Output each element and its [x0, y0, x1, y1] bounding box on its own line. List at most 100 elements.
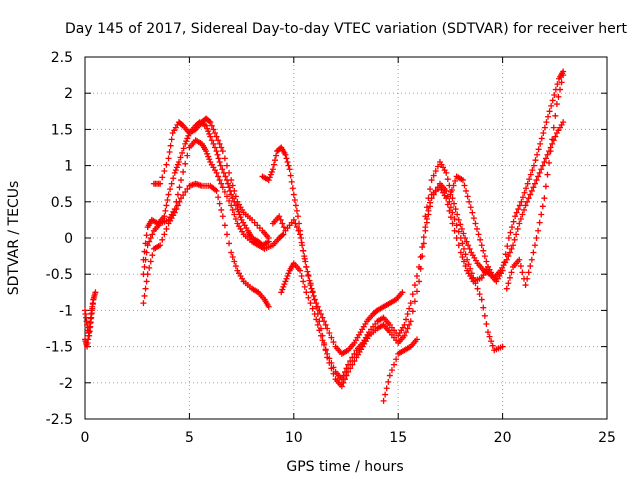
data-point [173, 164, 180, 171]
data-point [448, 187, 455, 194]
data-point [292, 220, 299, 227]
data-point [488, 338, 495, 345]
data-point [467, 204, 474, 211]
chart-title: Day 145 of 2017, Sidereal Day-to-day VTE… [65, 21, 627, 37]
data-point [143, 278, 150, 285]
data-point [460, 258, 467, 265]
data-point [279, 220, 286, 227]
data-point [168, 136, 175, 143]
data-point [289, 185, 296, 192]
data-point [459, 240, 466, 247]
data-point [428, 177, 435, 184]
data-point [529, 167, 536, 174]
data-point [451, 227, 458, 234]
data-point [330, 339, 337, 346]
data-point [516, 220, 523, 227]
data-point [292, 202, 299, 209]
data-point [459, 254, 466, 261]
data-point [382, 391, 389, 398]
data-point [180, 192, 187, 199]
data-point [416, 263, 423, 270]
data-point [231, 258, 238, 265]
data-point [516, 256, 523, 263]
data-point [207, 133, 214, 140]
data-point [444, 176, 451, 183]
data-point [539, 162, 546, 169]
data-point [221, 188, 228, 195]
data-point [282, 151, 289, 158]
data-point [545, 113, 552, 120]
data-point [534, 151, 541, 158]
data-point [549, 136, 556, 143]
data-point [447, 204, 454, 211]
data-point [449, 195, 456, 202]
data-point [420, 240, 427, 247]
data-point [404, 311, 411, 318]
data-point [232, 193, 239, 200]
data-point [455, 216, 462, 223]
data-point [510, 242, 517, 249]
data-point [531, 242, 538, 249]
series-track-11 [422, 68, 567, 285]
data-point [385, 378, 392, 385]
data-point [459, 177, 466, 184]
data-point [303, 289, 310, 296]
data-point [280, 224, 287, 231]
data-point [280, 231, 287, 238]
data-point [219, 184, 226, 191]
data-point [447, 191, 454, 198]
data-point [457, 221, 464, 228]
data-point [425, 195, 432, 202]
data-point [226, 240, 233, 247]
data-point [278, 289, 285, 296]
data-point [161, 231, 168, 238]
data-point [215, 194, 222, 201]
data-point [237, 214, 244, 221]
data-point [174, 191, 181, 198]
data-point [475, 231, 482, 238]
data-point [464, 193, 471, 200]
data-point [180, 145, 187, 152]
data-point [163, 202, 170, 209]
data-point [506, 274, 513, 281]
data-point [425, 207, 432, 214]
data-point [236, 211, 243, 218]
data-point [506, 249, 513, 256]
data-point [535, 227, 542, 234]
data-point [407, 318, 414, 325]
data-point [149, 252, 156, 259]
data-point [478, 296, 485, 303]
data-point [434, 163, 441, 170]
data-point [503, 285, 510, 292]
data-point [443, 195, 450, 202]
data-point [205, 128, 212, 135]
data-point [393, 356, 400, 363]
data-point [298, 273, 305, 280]
data-point [166, 149, 173, 156]
data-point [220, 169, 227, 176]
data-point [173, 206, 180, 213]
data-point [474, 285, 481, 292]
data-point [406, 305, 413, 312]
data-point [265, 303, 272, 310]
data-point [225, 180, 232, 187]
data-point [517, 263, 524, 270]
data-point [465, 242, 472, 249]
data-point [416, 278, 423, 285]
data-point [163, 225, 170, 232]
data-point [161, 213, 168, 220]
data-point [411, 298, 418, 305]
data-point [411, 282, 418, 289]
data-point [401, 332, 408, 339]
data-point [174, 161, 181, 168]
data-point [228, 202, 235, 209]
series-track-4 [140, 137, 287, 278]
data-point [462, 235, 469, 241]
data-point [287, 172, 294, 179]
data-point [547, 148, 554, 155]
x-tick-label: 5 [185, 430, 194, 446]
data-point [229, 206, 236, 213]
data-point [513, 209, 520, 216]
data-point [229, 182, 236, 189]
data-point [351, 350, 358, 357]
